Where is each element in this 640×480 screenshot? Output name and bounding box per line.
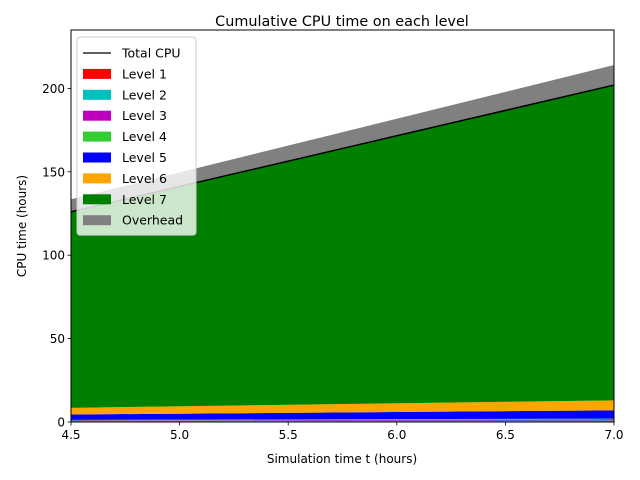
- y-axis-label: CPU time (hours): [15, 175, 29, 277]
- area-overhead: [71, 65, 614, 212]
- legend-label-level-2: Level 2: [122, 87, 167, 102]
- area-level-5: [71, 410, 614, 420]
- y-axis: 0 50 100 150 200: [42, 82, 71, 430]
- area-level-4: [71, 418, 614, 421]
- legend-label-level-4: Level 4: [122, 129, 167, 144]
- legend-label-overhead: Overhead: [122, 213, 183, 228]
- y-tick-label: 200: [42, 82, 65, 96]
- area-level-6: [71, 400, 614, 415]
- legend-label-total-cpu: Total CPU: [121, 46, 181, 61]
- legend-label-level-6: Level 6: [122, 171, 167, 186]
- x-tick-label: 7.0: [604, 428, 623, 442]
- legend-swatch-overhead: [83, 215, 111, 226]
- legend-swatch-level-3: [83, 110, 111, 121]
- area-level-7: [71, 85, 614, 408]
- legend: Total CPU Level 1 Level 2 Level 3 Level 4 Lev…: [76, 36, 197, 236]
- x-tick-label: 4.5: [61, 428, 80, 442]
- stacked-areas: [71, 65, 614, 422]
- legend-swatch-level-5: [83, 152, 111, 163]
- x-tick-label: 6.5: [496, 428, 515, 442]
- x-tick-label: 5.5: [279, 428, 298, 442]
- legend-label-level-3: Level 3: [122, 108, 167, 123]
- legend-label-level-5: Level 5: [122, 150, 167, 165]
- x-tick-label: 5.0: [170, 428, 189, 442]
- legend-swatch-level-7: [83, 194, 111, 205]
- legend-swatch-level-1: [83, 68, 111, 79]
- legend-swatch-level-2: [83, 89, 111, 100]
- legend-box: [76, 36, 197, 236]
- area-level-3: [71, 419, 614, 421]
- x-tick-label: 6.0: [387, 428, 406, 442]
- area-level-2: [71, 420, 614, 422]
- plot-frame: [70, 29, 615, 423]
- chart-title: Cumulative CPU time on each level: [215, 14, 469, 30]
- legend-swatch-level-4: [83, 131, 111, 142]
- legend-swatch-level-6: [83, 173, 111, 184]
- x-axis-label: Simulation time t (hours): [267, 452, 417, 466]
- y-tick-label: 150: [42, 165, 65, 179]
- y-tick-label: 50: [50, 332, 65, 346]
- legend-label-level-7: Level 7: [122, 192, 167, 207]
- y-tick-label: 100: [42, 249, 65, 263]
- x-axis: 4.5 5.0 5.5 6.0 6.5 7.0: [61, 422, 624, 442]
- legend-label-level-1: Level 1: [122, 66, 167, 81]
- y-tick-label: 0: [57, 416, 65, 430]
